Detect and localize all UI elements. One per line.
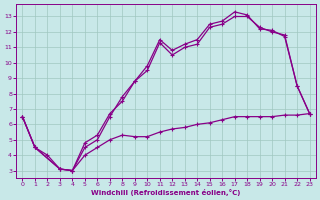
X-axis label: Windchill (Refroidissement éolien,°C): Windchill (Refroidissement éolien,°C) [91, 189, 241, 196]
